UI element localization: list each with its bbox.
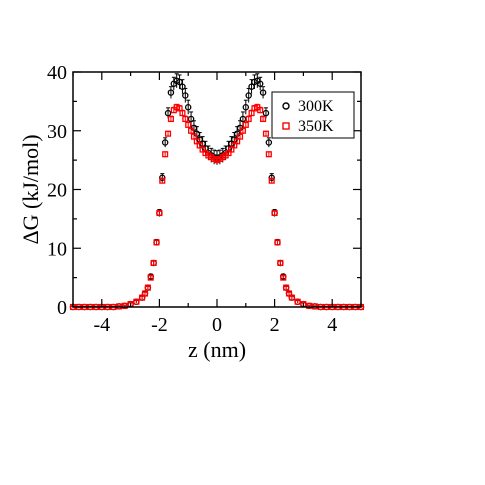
y-axis-label: ΔG (kJ/mol) (18, 134, 43, 244)
data-point-300K (182, 92, 189, 99)
x-tick-label: -2 (151, 314, 168, 336)
legend-box (271, 91, 355, 139)
data-point-300K (242, 104, 250, 111)
data-point-300K (176, 78, 183, 86)
data-point-300K (187, 115, 195, 123)
x-tick-label: 0 (212, 314, 222, 336)
data-point-350K (294, 298, 301, 305)
legend-marker-350K (282, 122, 290, 130)
data-point-350K (121, 302, 128, 309)
data-point-350K (245, 115, 252, 123)
y-tick-label: 30 (47, 121, 67, 143)
data-point-350K (141, 290, 149, 297)
data-point-350K (159, 177, 166, 184)
data-point-350K (283, 284, 290, 291)
data-point-350K (162, 151, 169, 158)
x-tick-label: 2 (270, 314, 280, 336)
data-point-300K (265, 139, 273, 146)
data-point-350K (164, 130, 172, 137)
y-tick-label: 40 (47, 62, 67, 84)
data-point-350K (265, 151, 272, 158)
data-point-300K (245, 92, 252, 99)
legend: 300K 350K (271, 91, 355, 139)
data-point-350K (156, 209, 163, 217)
data-point-350K (262, 130, 270, 137)
data-point-350K (144, 284, 151, 291)
data-point-300K (161, 139, 169, 146)
data-point-350K (182, 115, 189, 123)
data-point-300K (248, 83, 255, 90)
legend-label-350K: 350K (298, 118, 334, 135)
data-point-300K (256, 80, 264, 88)
data-point-350K (242, 121, 249, 128)
y-tick-label: 0 (57, 297, 67, 319)
data-point-300K (167, 89, 175, 96)
data-point-350K (153, 239, 160, 246)
data-point-350K (268, 177, 275, 184)
data-point-350K (185, 121, 192, 128)
legend-label-300K: 300K (298, 98, 334, 115)
data-point-350K (280, 274, 287, 281)
data-point-300K (239, 115, 247, 123)
data-point-350K (133, 298, 140, 305)
x-tick-label: 4 (327, 314, 337, 336)
data-point-300K (262, 109, 270, 117)
data-point-350K (288, 294, 295, 301)
data-point-350K (271, 209, 278, 217)
y-tick-label: 10 (47, 238, 67, 260)
data-point-350K (306, 302, 313, 309)
data-point-350K (188, 127, 195, 134)
data-point-350K (147, 274, 154, 281)
data-point-300K (179, 83, 186, 90)
data-point-300K (164, 109, 172, 117)
data-point-350K (274, 239, 281, 246)
x-axis-ticks: -4 -2 0 2 4 (72, 72, 362, 336)
data-point-300K (259, 89, 267, 96)
legend-square-icon (282, 122, 290, 130)
data-point-350K (179, 110, 186, 117)
data-point-350K (257, 107, 264, 114)
y-axis-ticks: 0 10 20 30 40 (47, 62, 361, 319)
data-point-350K (236, 133, 244, 140)
x-tick-label: -4 (93, 314, 110, 336)
data-point-300K (184, 104, 192, 111)
data-point-350K (167, 115, 174, 123)
data-point-350K (150, 259, 157, 266)
data-point-350K (260, 115, 267, 123)
legend-circle-icon (282, 102, 290, 110)
data-point-350K (239, 127, 246, 134)
y-tick-label: 20 (47, 180, 67, 202)
x-axis-label: z (nm) (188, 337, 246, 362)
legend-marker-300K (282, 102, 290, 110)
data-point-350K (277, 259, 284, 266)
